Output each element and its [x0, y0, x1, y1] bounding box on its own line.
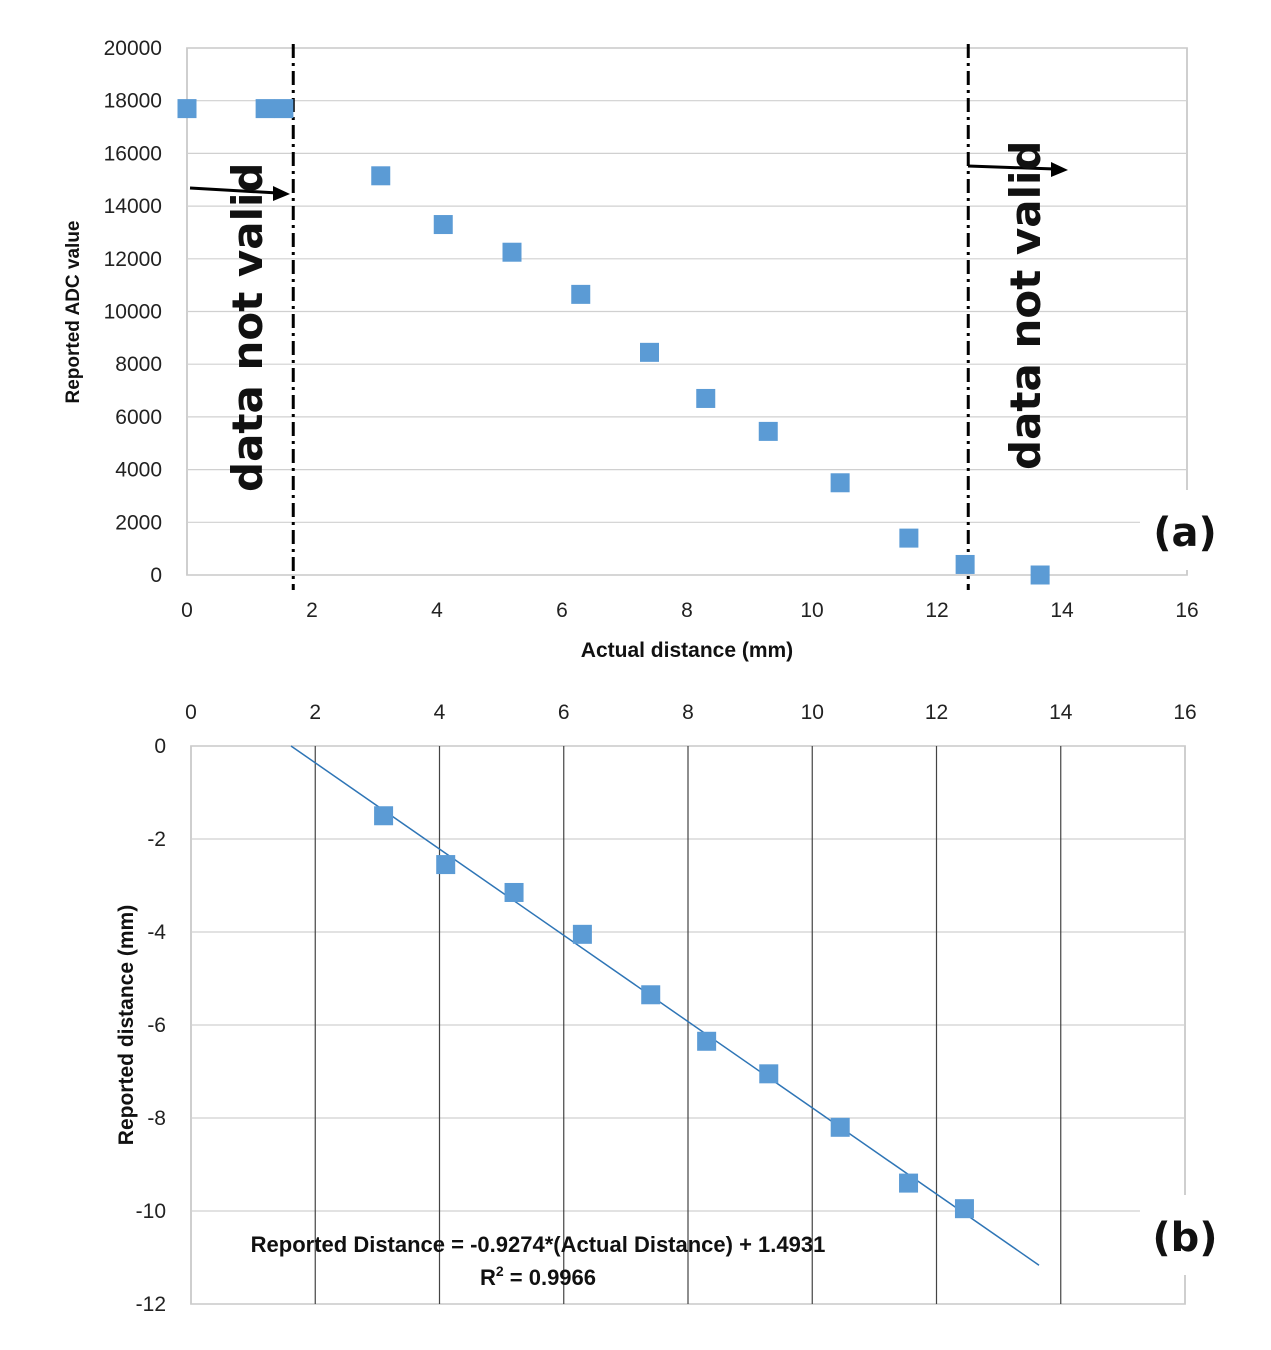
panel-a-data-point	[758, 421, 778, 441]
panel-b-x-tick-label: 12	[925, 701, 948, 724]
panel-b-data-point	[436, 855, 456, 875]
panel-b-data-point	[899, 1173, 919, 1193]
r2-label: R	[480, 1265, 496, 1290]
panel-a-x-ticks: 0 2 4 6 8 10 12 14 16	[181, 599, 1199, 622]
panel-b-equation: Reported Distance = -0.9274*(Actual Dist…	[251, 1232, 826, 1257]
panel-a-right-arrow	[967, 162, 1068, 177]
panel-b-data-point	[572, 924, 592, 944]
panel-b-points	[374, 806, 974, 1219]
panel-a-y-tick-label: 2000	[115, 511, 162, 534]
panel-b-label-backdrop	[1140, 1195, 1220, 1275]
panel-b-data-point	[759, 1064, 779, 1084]
panel-a-x-tick-label: 2	[306, 599, 318, 622]
panel-b-label: (b)	[1152, 1215, 1217, 1261]
panel-a-data-point	[571, 284, 591, 304]
panel-b-x-tick-label: 10	[801, 701, 824, 724]
panel-a-points	[177, 99, 1050, 585]
panel-a-y-axis-title: Reported ADC value	[63, 221, 84, 404]
panel-a-y-tick-label: 10000	[104, 301, 162, 324]
panel-a-x-tick-label: 14	[1050, 599, 1074, 622]
panel-a-label-backdrop	[1140, 490, 1220, 570]
panel-a-x-tick-label: 6	[556, 599, 568, 622]
panel-a-data-point	[433, 215, 453, 235]
panel-a-y-tick-label: 6000	[115, 406, 162, 429]
panel-a-data-point	[177, 99, 197, 119]
panel-a-x-tick-label: 10	[800, 599, 823, 622]
panel-b-data-point	[697, 1031, 717, 1051]
panel-a-y-ticks: 0 2000 4000 6000 8000 10000 12000 14000 16000 180…	[104, 37, 162, 587]
panel-a-y-tick-label: 20000	[104, 37, 162, 60]
panel-b-x-tick-label: 0	[185, 701, 197, 724]
panel-a-validity-lines	[291, 44, 970, 590]
panel-b-y-tick-label: 0	[154, 735, 166, 758]
panel-a-data-point	[830, 473, 850, 493]
panel-a-x-tick-label: 16	[1175, 599, 1198, 622]
panel-a-y-tick-label: 18000	[104, 90, 162, 113]
panel-b-data-point	[830, 1117, 850, 1137]
panel-b-r-squared: R2 = 0.9966	[480, 1263, 596, 1290]
panel-b-y-tick-label: -8	[147, 1107, 166, 1130]
panel-a-data-point	[371, 166, 391, 186]
panel-a-note-left: data not valid	[223, 163, 272, 492]
panel-a-data-point	[1030, 565, 1050, 585]
panel-b-x-tick-label: 14	[1049, 701, 1073, 724]
panel-a-data-point	[696, 388, 716, 408]
panel-b-data-point	[954, 1199, 974, 1219]
panel-a-y-tick-label: 16000	[104, 142, 162, 165]
panel-a-y-tick-label: 0	[150, 564, 162, 587]
panel-b-gridlines	[191, 745, 1185, 1305]
panel-a-data-point	[274, 99, 294, 119]
r2-superscript: 2	[496, 1263, 504, 1279]
panel-a-left-arrow	[189, 186, 290, 201]
panel-b-x-tick-label: 8	[682, 701, 694, 724]
panel-a-y-tick-label: 14000	[104, 195, 162, 218]
panel-b-trendline	[290, 745, 1040, 1266]
panel-a-x-axis-title: Actual distance (mm)	[581, 639, 793, 662]
panel-a-data-point	[640, 342, 659, 362]
panel-a-y-tick-label: 4000	[115, 459, 162, 482]
panel-a-x-tick-label: 12	[925, 599, 948, 622]
panel-a-y-tick-label: 12000	[104, 248, 162, 271]
panel-b-y-tick-label: -6	[147, 1014, 166, 1037]
panel-b-data-point	[374, 806, 394, 826]
panel-a-data-point	[255, 99, 275, 119]
panel-b-y-tick-label: -4	[147, 921, 166, 944]
panel-a-data-point	[955, 554, 975, 574]
panel-b-y-tick-label: -2	[147, 828, 166, 851]
panel-a-y-tick-label: 8000	[115, 353, 162, 376]
panel-b-data-point	[504, 882, 524, 902]
panel-a-x-tick-label: 8	[681, 599, 693, 622]
panel-b-x-tick-label: 6	[558, 701, 570, 724]
panel-a-x-tick-label: 4	[431, 599, 443, 622]
panel-a-note-right: data not valid	[1001, 141, 1050, 470]
panel-a-data-point	[502, 242, 522, 262]
panel-b-y-tick-label: -12	[136, 1293, 166, 1316]
panel-b-x-tick-label: 2	[309, 701, 321, 724]
panel-b-y-ticks: 0 -2 -4 -6 -8 -10 -12	[136, 735, 167, 1316]
panel-a-chart: 0 2000 4000 6000 8000 10000 12000 14000 16000 180…	[63, 37, 1220, 662]
panel-a-gridlines	[187, 47, 1187, 576]
panel-b-chart: 0 -2 -4 -6 -8 -10 -12 0 2 4 6 8 10 12 14 16 Reported d…	[115, 701, 1220, 1316]
panel-b-x-ticks: 0 2 4 6 8 10 12 14 16	[185, 701, 1197, 724]
panel-b-x-tick-label: 16	[1173, 701, 1196, 724]
panel-a-data-point	[899, 528, 919, 548]
r2-value: = 0.9966	[504, 1265, 596, 1290]
panel-b-x-tick-label: 4	[434, 701, 446, 724]
panel-b-data-point	[641, 985, 661, 1005]
panel-b-trendline-line	[290, 745, 1040, 1266]
panel-b-y-tick-label: -10	[136, 1200, 166, 1223]
panel-b-y-axis-title: Reported distance (mm)	[115, 905, 138, 1145]
panel-a-x-tick-label: 0	[181, 599, 193, 622]
panel-a-label: (a)	[1153, 510, 1217, 556]
